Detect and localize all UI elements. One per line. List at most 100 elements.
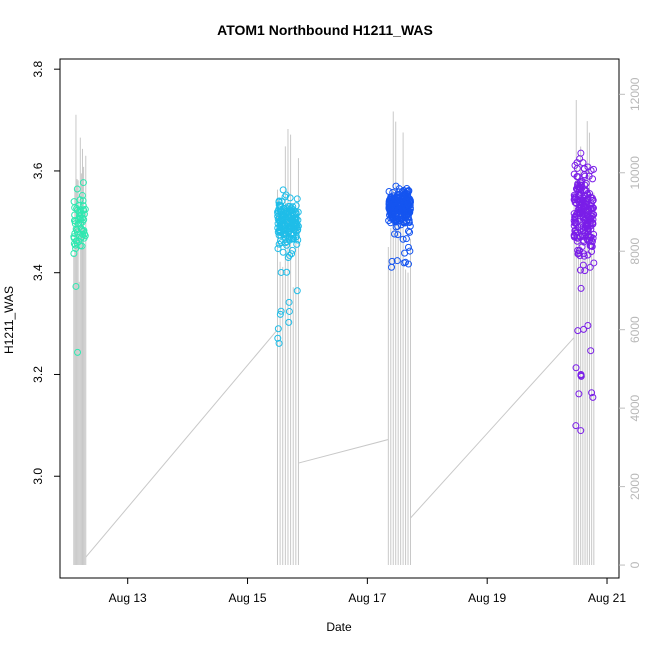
data-point (574, 246, 582, 254)
data-point (288, 215, 296, 223)
data-point (586, 234, 594, 242)
data-point (73, 185, 81, 193)
data-point (574, 250, 582, 258)
data-point (70, 233, 78, 241)
data-point (577, 371, 585, 379)
data-point (71, 211, 79, 219)
data-point (406, 197, 414, 205)
data-point (586, 263, 594, 271)
data-point (397, 197, 405, 205)
data-point (77, 234, 85, 242)
data-point (572, 422, 580, 430)
data-point (275, 201, 283, 209)
data-point (572, 364, 580, 372)
data-point (571, 213, 579, 221)
data-point (80, 210, 88, 218)
data-point (386, 196, 394, 204)
data-point (285, 318, 293, 326)
data-point (274, 325, 282, 333)
data-point (581, 172, 589, 180)
data-point (389, 206, 397, 214)
data-point (388, 257, 396, 265)
data-point (401, 249, 409, 257)
data-point (586, 242, 594, 250)
data-point (577, 284, 585, 292)
data-point (294, 222, 302, 230)
data-point (279, 248, 287, 256)
data-point (398, 204, 406, 212)
data-point (576, 192, 584, 200)
data-point (581, 187, 589, 195)
data-point (274, 208, 282, 216)
data-point (573, 159, 581, 167)
x-tick-label: Aug 19 (468, 591, 506, 605)
x-tick-label: Aug 15 (229, 591, 267, 605)
data-point (293, 240, 301, 248)
x-tick-label: Aug 13 (109, 591, 147, 605)
data-point (573, 237, 581, 245)
data-point (277, 307, 285, 315)
data-point (293, 287, 301, 295)
data-point (79, 179, 87, 187)
data-point (589, 196, 597, 204)
data-point (576, 246, 584, 254)
y2-tick-label: 10000 (628, 156, 642, 190)
data-point (70, 250, 78, 258)
data-point (291, 223, 299, 231)
data-point (281, 193, 289, 201)
data-point (274, 220, 282, 228)
data-point (570, 170, 578, 178)
y2-tick-label: 0 (628, 561, 642, 568)
data-point (587, 347, 595, 355)
data-point (282, 209, 290, 217)
data-point (406, 222, 414, 230)
y2-tick-label: 2000 (628, 473, 642, 500)
data-point (79, 206, 87, 214)
data-point (396, 217, 404, 225)
data-point (78, 191, 86, 199)
data-point (398, 196, 406, 204)
data-point (577, 189, 585, 197)
data-point (399, 235, 407, 243)
data-point (289, 235, 297, 243)
data-point (284, 253, 292, 261)
altitude-connector (410, 337, 575, 519)
data-point (570, 232, 578, 240)
data-point (392, 223, 400, 231)
y-tick-label: 3.2 (31, 366, 45, 383)
data-point (570, 210, 578, 218)
data-point (289, 203, 297, 211)
data-point (405, 218, 413, 226)
data-point (583, 201, 591, 209)
data-point (578, 230, 586, 238)
data-point (392, 182, 400, 190)
x-axis-label: Date (326, 620, 352, 634)
data-point (71, 241, 79, 249)
data-point (577, 178, 585, 186)
y2-tick-label: 4000 (628, 394, 642, 421)
data-point (279, 186, 287, 194)
data-point (274, 334, 282, 342)
data-point (404, 213, 412, 221)
data-point (576, 266, 584, 274)
data-point (285, 307, 293, 315)
data-point (406, 209, 414, 217)
altitude-connector (85, 329, 278, 558)
data-point (574, 183, 582, 191)
data-point (390, 210, 398, 218)
altitude-connector (298, 439, 389, 464)
data-point (577, 427, 585, 435)
data-point (387, 195, 395, 203)
data-point (79, 230, 87, 238)
data-point (577, 222, 585, 230)
data-point (589, 220, 597, 228)
y-tick-label: 3.8 (31, 61, 45, 78)
data-point (394, 231, 402, 239)
data-point (285, 229, 293, 237)
plot-frame (59, 58, 620, 579)
scatter-points (70, 149, 598, 435)
y2-tick-label: 12000 (628, 77, 642, 111)
data-point (285, 298, 293, 306)
